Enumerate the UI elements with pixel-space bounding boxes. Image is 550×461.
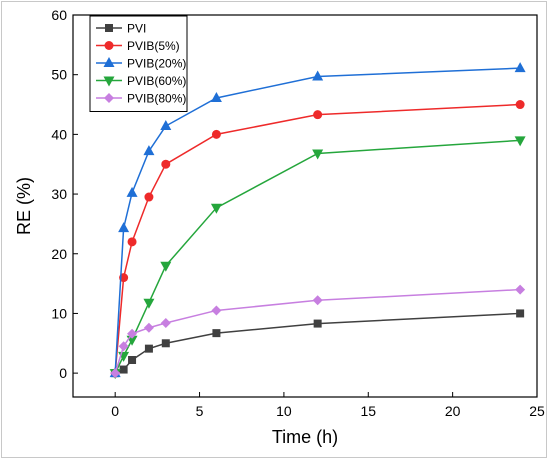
data-point (211, 129, 221, 139)
x-tick-label: 15 (360, 403, 376, 419)
y-tick-label: 0 (59, 365, 67, 381)
plot-area (72, 14, 538, 398)
y-tick-label: 30 (51, 186, 67, 202)
data-point (160, 261, 172, 272)
data-point (210, 203, 222, 214)
data-point (210, 91, 222, 102)
y-tick-label: 60 (51, 7, 67, 23)
data-point (143, 145, 155, 156)
x-tick-label: 10 (276, 403, 292, 419)
series-1 (111, 309, 525, 378)
legend-marker (105, 24, 113, 32)
y-tick-label: 20 (51, 246, 67, 262)
series-5 (110, 284, 526, 379)
y-tick-label: 10 (51, 305, 67, 321)
data-point (161, 339, 170, 348)
data-point (515, 284, 526, 295)
legend-marker (104, 93, 114, 103)
legend-marker (104, 41, 114, 50)
data-point (143, 322, 154, 333)
legend-label: PVIB(20%) (127, 57, 186, 71)
data-point (313, 319, 322, 328)
x-tick-label: 5 (196, 403, 204, 419)
series-line (114, 139, 521, 374)
data-point (211, 305, 222, 316)
legend-item: PVIB(5%) (96, 39, 180, 53)
series-line (114, 103, 521, 374)
data-point (118, 341, 129, 352)
data-point (144, 344, 153, 353)
data-point (312, 295, 323, 306)
data-point (118, 222, 130, 233)
data-point (515, 100, 525, 110)
data-point (127, 328, 138, 339)
legend-item: PVIB(80%) (96, 92, 186, 106)
data-point (110, 368, 121, 379)
legend-marker (103, 76, 115, 87)
data-point (126, 186, 138, 197)
y-axis-title: RE (%) (14, 177, 34, 235)
y-tick-label: 40 (51, 126, 67, 142)
data-point (312, 70, 324, 81)
x-tick-label: 20 (445, 403, 461, 419)
data-point (144, 192, 154, 202)
legend-item: PVI (96, 22, 146, 36)
data-point (312, 149, 324, 160)
data-point (212, 329, 221, 338)
legend-label: PVIB(80%) (127, 92, 186, 106)
data-point (160, 317, 171, 328)
legend-label: PVIB(5%) (127, 39, 180, 53)
x-tick-label: 25 (529, 403, 545, 419)
data-point (161, 159, 171, 169)
legend-item: PVIB(60%) (96, 74, 186, 88)
axes-layer: 0 5 10 15 20 25 0 10 20 30 40 50 60 (51, 7, 545, 419)
data-point (516, 309, 525, 318)
series-layer (109, 62, 526, 380)
series-line (114, 67, 521, 374)
series-3 (109, 62, 526, 378)
series-2 (110, 100, 525, 378)
data-point (514, 62, 526, 73)
x-axis-title: Time (h) (272, 427, 338, 447)
data-point (514, 136, 526, 147)
data-point (127, 237, 137, 247)
data-point (143, 298, 155, 309)
data-point (160, 120, 172, 131)
data-point (313, 110, 323, 120)
y-tick-label: 50 (51, 67, 67, 83)
x-tick-label: 0 (111, 403, 119, 419)
data-point (128, 355, 137, 364)
data-point (119, 365, 128, 374)
legend: PVI PVIB(5%) PVIB(20%) PVIB(60%) PVIB(80%) (89, 15, 188, 112)
legend-item: PVIB(20%) (96, 57, 186, 71)
legend-marker (103, 57, 115, 67)
legend-label: PVI (127, 22, 146, 36)
legend-label: PVIB(60%) (127, 74, 186, 88)
